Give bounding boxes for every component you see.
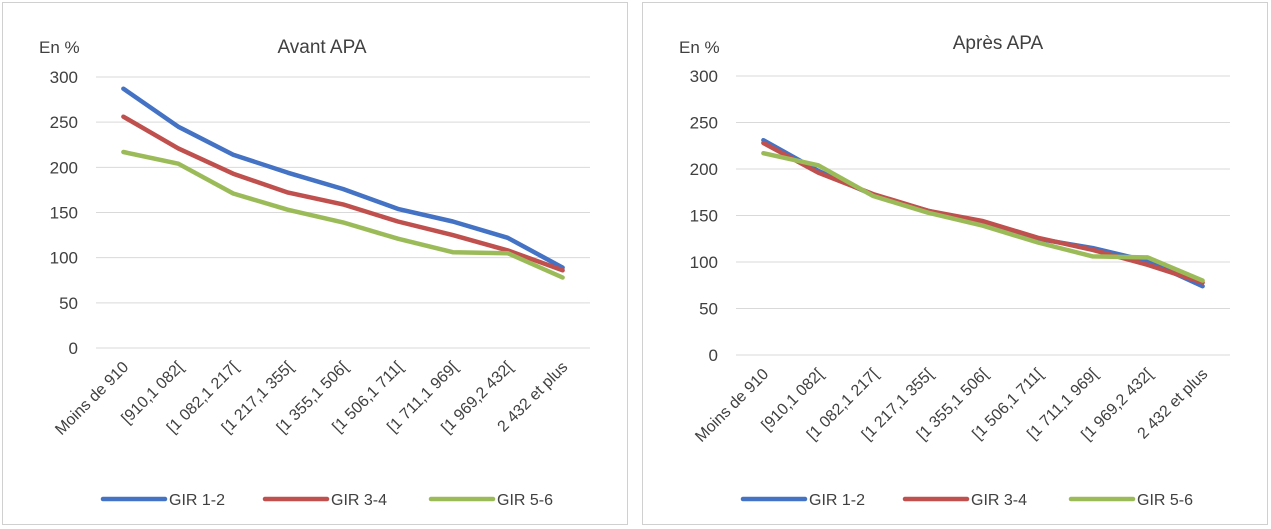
y-tick-label: 200: [50, 158, 78, 177]
y-tick-label: 300: [690, 67, 718, 86]
y-tick-label: 0: [69, 339, 78, 358]
legend-label: GIR 1-2: [809, 492, 865, 509]
y-tick-label: 100: [50, 249, 78, 268]
chart-avant-apa: En % Avant APA 0 50 100 150 200 250 300 Moins …: [39, 37, 590, 509]
y-tick-label: 0: [709, 346, 718, 365]
series-line-gir-5-6: [121, 149, 565, 280]
legend-label: GIR 3-4: [971, 492, 1027, 509]
y-tick-label: 150: [50, 204, 78, 223]
y-tick-label: 50: [59, 294, 78, 313]
legend-label: GIR 5-6: [497, 492, 553, 509]
y-unit-label: En %: [679, 38, 720, 57]
y-tick-label: 250: [50, 113, 78, 132]
chart-title: Après APA: [953, 33, 1044, 54]
chart-apres-apa: En % Après APA 0 50 100 150 200 250 300 Moins …: [679, 33, 1230, 509]
x-tick-label: Moins de 910: [692, 366, 772, 446]
chart-title: Avant APA: [277, 37, 366, 58]
y-tick-label: 150: [690, 207, 718, 226]
legend-label: GIR 1-2: [169, 492, 225, 509]
chart-panel-apres-apa: En % Après APA 0 50 100 150 200 250 300 Moins …: [642, 2, 1268, 525]
series-line-gir-1-2: [761, 137, 1205, 289]
y-tick-label: 50: [699, 300, 718, 319]
series-line-gir-1-2: [121, 86, 565, 270]
y-unit-label: En %: [39, 38, 80, 57]
y-tick-label: 250: [690, 114, 718, 133]
series-line-gir-3-4: [761, 140, 1205, 285]
legend-label: GIR 5-6: [1137, 492, 1193, 509]
y-tick-label: 200: [690, 160, 718, 179]
legend-label: GIR 3-4: [331, 492, 387, 509]
series-line-gir-3-4: [121, 114, 565, 273]
x-tick-label: Moins de 910: [52, 359, 132, 439]
y-tick-label: 300: [50, 68, 78, 87]
chart-panel-avant-apa: En % Avant APA 0 50 100 150 200 250 300 Moins …: [2, 2, 628, 525]
y-tick-label: 100: [690, 253, 718, 272]
series-line-gir-5-6: [761, 150, 1205, 283]
